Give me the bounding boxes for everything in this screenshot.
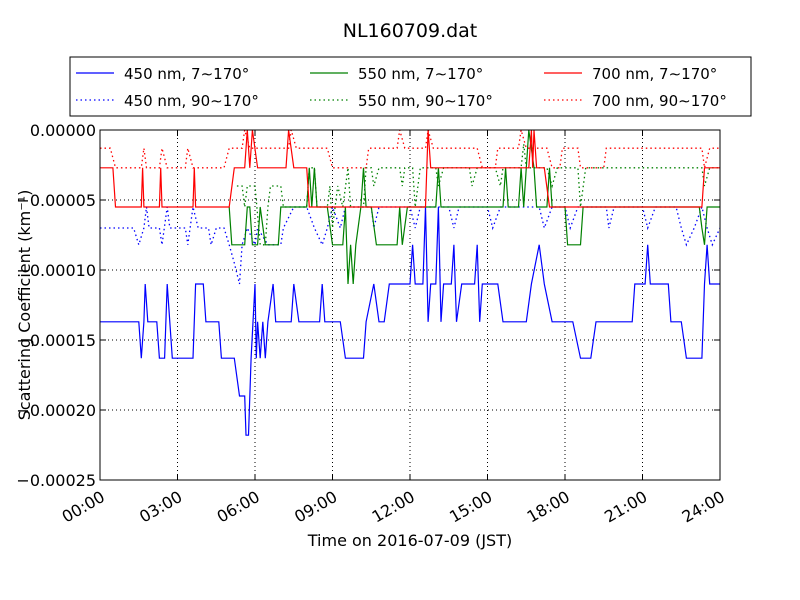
x-tick-label: 12:00 bbox=[369, 487, 418, 527]
legend-frame bbox=[69, 56, 752, 117]
y-tick-label: 0.00000 bbox=[30, 121, 96, 140]
x-tick-label: 00:00 bbox=[59, 487, 108, 527]
y-tick-label: −0.00015 bbox=[16, 331, 96, 350]
legend-label: 700 nm, 7∼170° bbox=[592, 65, 717, 83]
legend: 450 nm, 7∼170° 550 nm, 7∼170° 700 nm, 7∼17… bbox=[69, 56, 752, 117]
x-tick-label: 24:00 bbox=[679, 487, 728, 527]
legend-label: 450 nm, 90∼170° bbox=[124, 92, 259, 110]
x-tick-label: 09:00 bbox=[291, 487, 340, 527]
chart-title: NL160709.dat bbox=[343, 20, 478, 42]
y-tick-label: −0.00020 bbox=[16, 401, 96, 420]
series-line-4 bbox=[100, 130, 720, 208]
series-line-0 bbox=[100, 206, 720, 436]
x-axis-label: Time on 2016-07-09 (JST) bbox=[307, 531, 512, 550]
legend-label: 550 nm, 7∼170° bbox=[358, 65, 483, 83]
y-tick-label: −0.00010 bbox=[16, 261, 96, 280]
x-tick-label: 06:00 bbox=[214, 487, 263, 527]
x-tick-label: 03:00 bbox=[136, 487, 185, 527]
series-line-2 bbox=[228, 130, 720, 285]
x-tick-label: 15:00 bbox=[446, 487, 495, 527]
legend-label: 700 nm, 90∼170° bbox=[592, 92, 727, 110]
y-tick-label: −0.00005 bbox=[16, 191, 96, 210]
series-line-3 bbox=[236, 143, 720, 246]
y-axis-label: Scattering Coefficient (km⁻¹) bbox=[15, 190, 34, 421]
x-tick-label: 21:00 bbox=[601, 487, 650, 527]
legend-label: 450 nm, 7∼170° bbox=[124, 65, 249, 83]
x-tick-label: 18:00 bbox=[524, 487, 573, 527]
y-tick-label: −0.00025 bbox=[16, 471, 96, 490]
legend-label: 550 nm, 90∼170° bbox=[358, 92, 493, 110]
plot-area: 00:00 03:00 06:00 09:00 12:00 15:00 18:00 21:00… bbox=[16, 121, 728, 527]
series-line-1 bbox=[100, 204, 720, 285]
series-line-5 bbox=[100, 130, 720, 169]
